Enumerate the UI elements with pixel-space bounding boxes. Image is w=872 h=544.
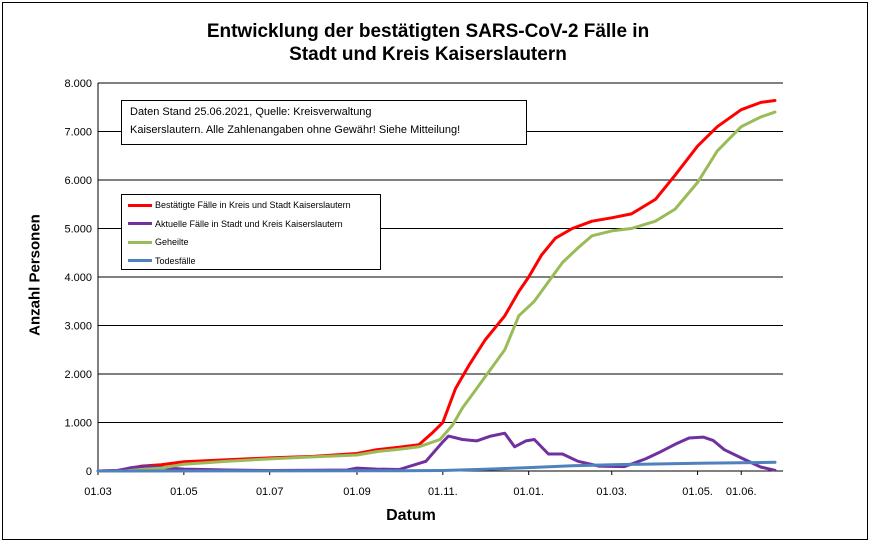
series-line bbox=[96, 460, 777, 473]
y-tick-label: 3.000 bbox=[64, 321, 92, 333]
x-tick-label: 01.03 bbox=[84, 486, 112, 498]
y-axis-title: Anzahl Personen bbox=[26, 214, 44, 336]
legend-item: Geheilte bbox=[128, 233, 380, 252]
y-tick-label: 6.000 bbox=[64, 175, 92, 187]
legend-swatch bbox=[128, 240, 152, 244]
legend-label: Bestätigte Fälle in Kreis und Stadt Kais… bbox=[155, 200, 351, 211]
legend-item: Todesfälle bbox=[128, 252, 380, 271]
legend-label: Geheilte bbox=[155, 237, 189, 248]
chart-title: Entwicklung der bestätigten SARS-CoV-2 F… bbox=[0, 20, 856, 66]
x-tick-label: 01.09 bbox=[343, 486, 371, 498]
x-tick-label: 01.05. bbox=[682, 486, 713, 498]
x-axis-title: Datum bbox=[386, 507, 436, 524]
y-tick-label: 1.000 bbox=[64, 418, 92, 430]
legend-item: Bestätigte Fälle in Kreis und Stadt Kais… bbox=[128, 196, 380, 215]
chart-legend: Bestätigte Fälle in Kreis und Stadt Kais… bbox=[121, 194, 381, 270]
y-tick-label: 0 bbox=[86, 466, 92, 478]
x-tick-label: 01.03. bbox=[596, 486, 627, 498]
note-line-1: Daten Stand 25.06.2021, Quelle: Kreisver… bbox=[130, 106, 372, 118]
legend-label: Aktuelle Fälle in Stadt und Kreis Kaiser… bbox=[155, 218, 343, 229]
series-line bbox=[96, 110, 777, 473]
legend-label: Todesfälle bbox=[155, 255, 196, 266]
data-source-note: Daten Stand 25.06.2021, Quelle: Kreisver… bbox=[121, 100, 527, 145]
chart-title-line-2: Stadt und Kreis Kaiserslautern bbox=[289, 44, 567, 65]
legend-item: Aktuelle Fälle in Stadt und Kreis Kaiser… bbox=[128, 215, 380, 234]
y-tick-label: 4.000 bbox=[64, 272, 92, 284]
legend-swatch bbox=[128, 222, 152, 226]
series-line bbox=[96, 99, 777, 473]
y-tick-label: 7.000 bbox=[64, 127, 92, 139]
x-tick-label: 01.11. bbox=[428, 486, 458, 498]
y-tick-label: 8.000 bbox=[64, 78, 92, 90]
legend-swatch bbox=[128, 203, 152, 207]
x-tick-label: 01.06. bbox=[726, 486, 757, 498]
x-tick-label: 01.05 bbox=[170, 486, 198, 498]
x-tick-label: 01.07 bbox=[256, 486, 284, 498]
legend-swatch bbox=[128, 259, 152, 263]
x-tick-label: 01.01. bbox=[513, 486, 544, 498]
note-line-2: Kaiserslautern. Alle Zahlenangaben ohne … bbox=[130, 124, 461, 136]
y-tick-label: 5.000 bbox=[64, 224, 92, 236]
chart-title-line-1: Entwicklung der bestätigten SARS-CoV-2 F… bbox=[206, 21, 650, 42]
series-line bbox=[96, 431, 777, 473]
y-tick-label: 2.000 bbox=[64, 369, 92, 381]
